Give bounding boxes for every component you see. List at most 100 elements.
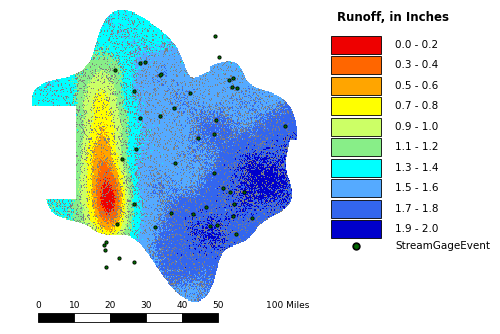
Point	[229, 75, 237, 80]
Point	[225, 77, 233, 82]
Text: StreamGageEvent: StreamGageEvent	[396, 240, 490, 250]
Bar	[332, 56, 381, 74]
Point	[233, 85, 241, 91]
Point	[210, 131, 218, 137]
Point	[215, 55, 223, 60]
Point	[212, 118, 220, 123]
Bar	[332, 118, 381, 136]
Point	[248, 216, 256, 221]
Text: 1.7 - 1.8: 1.7 - 1.8	[396, 204, 439, 214]
Bar	[38, 313, 74, 322]
Bar	[110, 313, 146, 322]
Point	[170, 106, 178, 111]
Point	[229, 213, 237, 219]
Point	[171, 161, 179, 166]
Point	[141, 59, 149, 64]
Point	[232, 231, 240, 237]
Point	[230, 201, 238, 206]
Point	[206, 223, 214, 229]
Bar	[332, 220, 381, 238]
Text: 0: 0	[36, 301, 42, 310]
Point	[210, 131, 218, 137]
Bar	[332, 200, 381, 218]
Point	[156, 73, 164, 78]
Point	[151, 225, 159, 230]
Point	[170, 106, 178, 111]
Text: 0.3 - 0.4: 0.3 - 0.4	[396, 60, 438, 70]
Bar	[74, 313, 110, 322]
Text: 0.9 - 1.0: 0.9 - 1.0	[396, 122, 438, 132]
Point	[136, 60, 144, 66]
Point	[130, 201, 138, 206]
Point	[115, 255, 123, 261]
Point	[101, 247, 109, 253]
Point	[213, 222, 221, 228]
Text: 30: 30	[140, 301, 151, 310]
Bar	[332, 139, 381, 156]
Point	[167, 210, 175, 215]
Point	[186, 91, 194, 96]
Bar	[332, 36, 381, 54]
Point	[202, 204, 210, 210]
Point	[111, 67, 119, 72]
Text: 1.9 - 2.0: 1.9 - 2.0	[396, 224, 438, 234]
Text: 1.3 - 1.4: 1.3 - 1.4	[396, 163, 439, 173]
Point	[229, 213, 237, 219]
Point	[100, 243, 108, 248]
Point	[118, 156, 126, 161]
Point	[219, 185, 227, 191]
Point	[210, 171, 218, 176]
Point	[225, 77, 233, 82]
Point	[136, 116, 144, 121]
Point	[281, 123, 289, 129]
Point	[130, 201, 138, 206]
Point	[215, 55, 223, 60]
Bar	[146, 313, 182, 322]
Point	[229, 75, 237, 80]
Point	[115, 255, 123, 261]
Bar	[182, 313, 218, 322]
Point	[132, 146, 140, 151]
Point	[240, 190, 248, 195]
Point	[100, 243, 108, 248]
Point	[206, 223, 214, 229]
Point	[102, 239, 110, 245]
Text: 0.7 - 0.8: 0.7 - 0.8	[396, 102, 438, 112]
Point	[233, 85, 241, 91]
Point	[210, 171, 218, 176]
Bar	[332, 98, 381, 116]
Point	[156, 113, 164, 119]
Point	[230, 201, 238, 206]
Point	[226, 190, 234, 195]
Point	[113, 221, 121, 227]
Point	[219, 185, 227, 191]
Point	[186, 91, 194, 96]
Point	[132, 146, 140, 151]
Point	[156, 73, 164, 78]
Point	[212, 118, 220, 123]
Point	[130, 89, 138, 94]
Point	[167, 210, 175, 215]
Text: Runoff, in Inches: Runoff, in Inches	[336, 11, 448, 24]
Text: 0.5 - 0.6: 0.5 - 0.6	[396, 81, 438, 91]
Point	[130, 260, 138, 265]
Point	[102, 239, 110, 245]
Text: 40: 40	[176, 301, 188, 310]
Point	[111, 67, 119, 72]
Point	[156, 113, 164, 119]
Point	[102, 264, 110, 270]
Point	[194, 136, 202, 141]
Point	[151, 225, 159, 230]
Point	[157, 71, 165, 77]
Point	[136, 60, 144, 66]
Point	[118, 156, 126, 161]
Point	[211, 33, 219, 39]
Text: 100 Miles: 100 Miles	[266, 301, 310, 310]
Text: 1.1 - 1.2: 1.1 - 1.2	[396, 143, 439, 152]
Point	[189, 211, 197, 216]
Point	[228, 84, 236, 90]
Text: 0.0 - 0.2: 0.0 - 0.2	[396, 40, 438, 50]
Point	[228, 84, 236, 90]
Point	[157, 71, 165, 77]
Text: 50: 50	[212, 301, 224, 310]
